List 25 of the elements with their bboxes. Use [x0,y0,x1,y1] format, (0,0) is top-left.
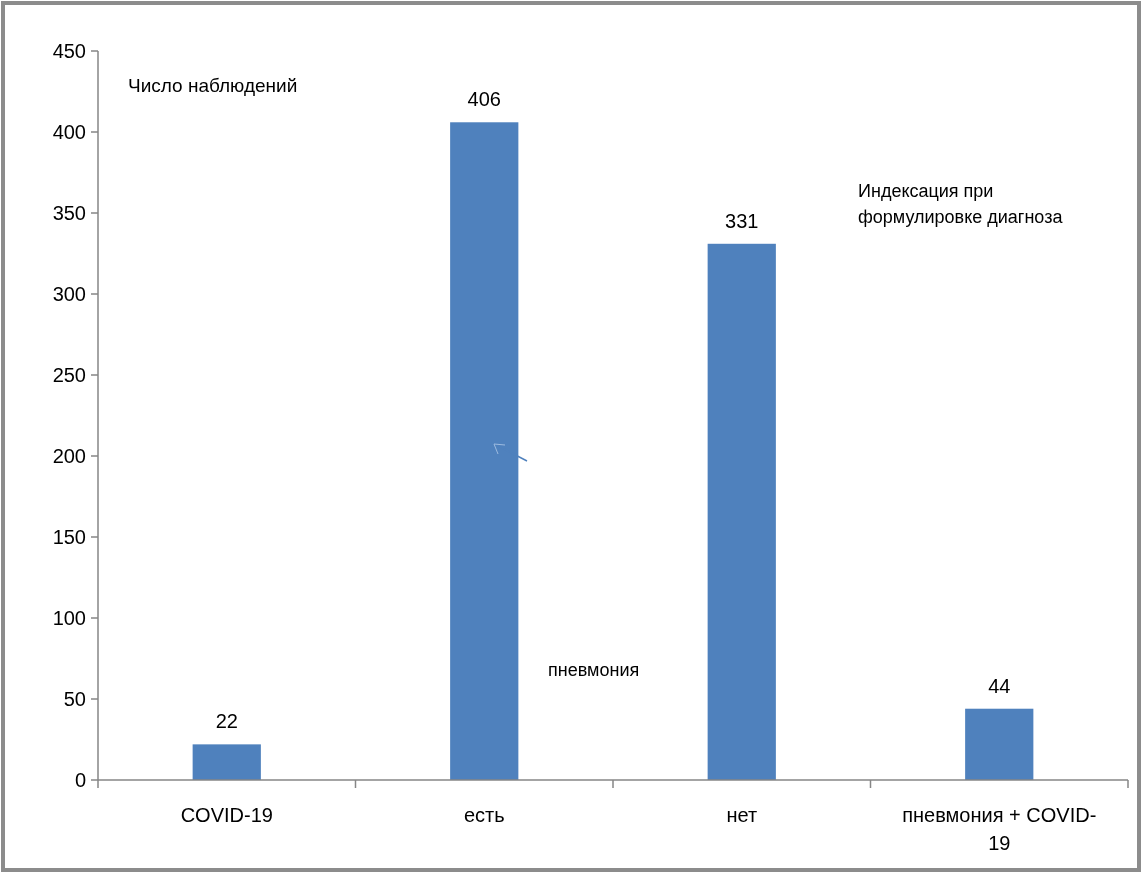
y-tick-label: 250 [52,364,86,386]
data-label: 331 [725,209,759,232]
bar [192,744,261,780]
y-tick-label: 450 [52,40,86,62]
data-label: 44 [988,674,1011,697]
y-tick-label: 50 [63,688,86,710]
y-tick-label: 150 [52,526,86,548]
bar [707,243,776,780]
y-tick-label: 200 [52,445,86,467]
y-tick-label: 100 [52,607,86,629]
x-tick-label: нет [726,804,758,826]
bar [450,122,519,780]
y-axis-title: Число наблюдений [128,75,298,96]
y-tick-label: 0 [74,769,86,791]
data-label: 22 [215,710,238,733]
x-tick-label: пневмония + COVID-19 [902,804,1097,854]
x-tick-label: есть [463,804,505,826]
annotation: пневмония [548,660,640,680]
y-tick-label: 300 [52,283,86,305]
annotation: Индексация при формулировке диагноза [858,181,1064,227]
x-tick-label: COVID-19 [180,804,273,826]
data-label: 406 [467,88,501,111]
y-tick-label: 400 [52,121,86,143]
y-tick-label: 350 [52,202,86,224]
bar [965,708,1034,780]
